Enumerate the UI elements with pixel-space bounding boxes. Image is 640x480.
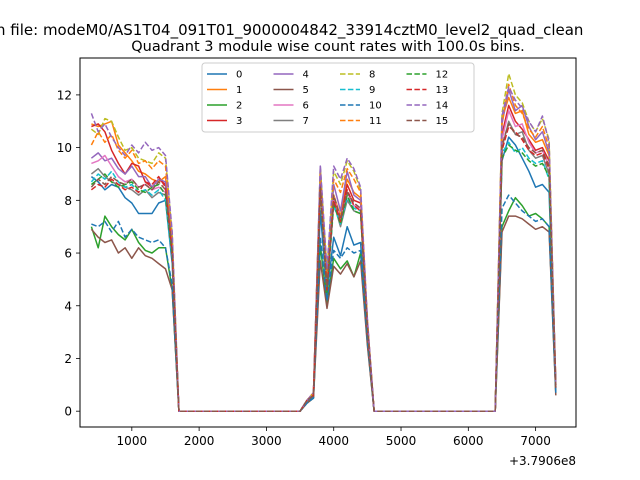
series-line-14: [90, 86, 557, 412]
x-axis: 1000 2000 3000 4000 5000 6000 7000: [117, 427, 551, 448]
legend-label-3: 3: [236, 116, 242, 127]
x-tick-label: 6000: [453, 434, 484, 448]
legend-label-6: 6: [303, 101, 309, 112]
series-line-15: [90, 123, 557, 412]
legend-label-5: 5: [303, 85, 309, 96]
legend-label-13: 13: [436, 85, 449, 96]
legend-label-0: 0: [236, 70, 242, 81]
x-tick-label: 3000: [251, 434, 282, 448]
legend-label-8: 8: [369, 70, 375, 81]
x-tick-label: 1000: [117, 434, 148, 448]
y-tick-label: 4: [64, 299, 72, 313]
x-tick-label: 7000: [520, 434, 551, 448]
y-tick-label: 8: [64, 194, 72, 208]
series-line-10: [91, 194, 557, 412]
x-tick-label: 5000: [386, 434, 417, 448]
legend-label-14: 14: [436, 101, 449, 112]
legend-label-9: 9: [369, 85, 375, 96]
legend-label-4: 4: [303, 70, 309, 81]
y-tick-label: 2: [64, 352, 72, 366]
y-tick-label: 6: [64, 247, 72, 261]
legend-label-1: 1: [236, 85, 242, 96]
x-offset-label: +3.7906e8: [509, 454, 576, 468]
legend-label-7: 7: [303, 116, 309, 127]
y-tick-label: 10: [57, 141, 72, 155]
figure-suptitle: n file: modeM0/AS1T04_091T01_9000004842_…: [0, 21, 583, 40]
y-axis: 0 2 4 6 8 10 12: [57, 88, 80, 419]
x-tick-label: 2000: [184, 434, 215, 448]
plot-area: [90, 73, 557, 412]
legend-label-10: 10: [369, 101, 382, 112]
legend-label-11: 11: [369, 116, 382, 127]
legend-box: [201, 62, 475, 133]
axes-frame: [79, 57, 577, 428]
chart-title: Quadrant 3 module wise count rates with …: [131, 39, 525, 55]
legend-label-15: 15: [436, 116, 449, 127]
y-tick-label: 0: [64, 405, 72, 419]
y-tick-label: 12: [57, 88, 72, 102]
legend-label-12: 12: [436, 70, 449, 81]
x-tick-label: 4000: [318, 434, 349, 448]
legend-label-2: 2: [236, 101, 242, 112]
